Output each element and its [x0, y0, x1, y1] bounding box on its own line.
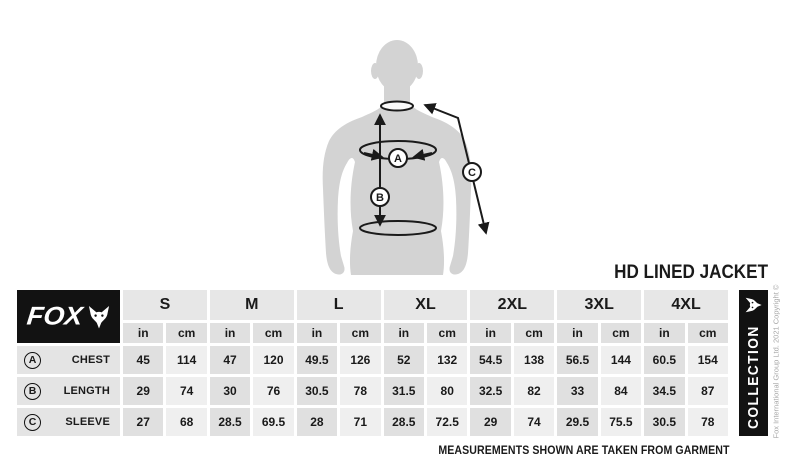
table-cell: 28.5 — [383, 408, 424, 436]
collection-label: COLLECTION — [745, 325, 762, 429]
row-label: CHEST — [71, 354, 110, 366]
table-cell: 120 — [253, 346, 294, 374]
table-cell: 74 — [513, 408, 555, 436]
table-cell: 82 — [513, 377, 555, 405]
table-cell: 76 — [253, 377, 294, 405]
row-label: LENGTH — [63, 385, 110, 397]
table-cell: 28 — [296, 408, 338, 436]
size-header-3xl: 3XL — [557, 290, 642, 320]
table-cell: 33 — [557, 377, 598, 405]
unit-header: cm — [426, 323, 468, 343]
table-cell: 30 — [209, 377, 251, 405]
table-cell: 74 — [166, 377, 207, 405]
table-cell: 29.5 — [557, 408, 598, 436]
unit-header: cm — [166, 323, 207, 343]
marker-badge-c: C — [24, 413, 41, 431]
table-cell: 29 — [470, 408, 511, 436]
row-header-length: B LENGTH — [17, 377, 120, 405]
table-cell: 60.5 — [644, 346, 685, 374]
unit-header: in — [123, 323, 164, 343]
table-cell: 56.5 — [557, 346, 598, 374]
table-cell: 47 — [209, 346, 251, 374]
collection-sidebar: COLLECTION — [739, 290, 768, 436]
fox-head-icon — [88, 305, 109, 328]
unit-header: cm — [513, 323, 555, 343]
mannequin-measurement-diagram: A B C — [322, 40, 490, 275]
unit-header: in — [296, 323, 338, 343]
chest-arrow-left — [363, 148, 384, 161]
table-cell: 29 — [123, 377, 164, 405]
table-cell: 69.5 — [253, 408, 294, 436]
table-cell: 78 — [687, 408, 728, 436]
brand-logo: FOX — [17, 290, 120, 343]
brand-wordmark: FOX — [25, 301, 85, 331]
marker-badge-a: A — [24, 351, 41, 369]
marker-badge-b: B — [24, 382, 41, 400]
diagram-markers: A B C — [370, 148, 482, 207]
unit-header: in — [644, 323, 685, 343]
table-cell: 126 — [340, 346, 381, 374]
table-cell: 30.5 — [296, 377, 338, 405]
page-title: HD LINED JACKET — [614, 262, 768, 283]
sleeve-arrow — [423, 103, 490, 235]
marker-b: B — [376, 192, 384, 204]
unit-header: in — [470, 323, 511, 343]
size-header-s: S — [123, 290, 207, 320]
unit-header: cm — [340, 323, 381, 343]
table-cell: 80 — [426, 377, 468, 405]
measurement-note: MEASUREMENTS SHOWN ARE TAKEN FROM GARMEN… — [438, 445, 730, 457]
table-cell: 144 — [600, 346, 642, 374]
table-cell: 71 — [340, 408, 381, 436]
neck-opening-ellipse — [380, 100, 414, 112]
row-header-sleeve: C SLEEVE — [17, 408, 120, 436]
fox-head-icon — [745, 297, 762, 313]
table-cell: 75.5 — [600, 408, 642, 436]
size-header-m: M — [209, 290, 294, 320]
size-header-l: L — [296, 290, 381, 320]
unit-header: cm — [600, 323, 642, 343]
table-cell: 138 — [513, 346, 555, 374]
marker-a: A — [394, 153, 402, 165]
size-table: FOX S M L XL 2XL 3XL 4XL in cm in cm in … — [17, 290, 728, 436]
size-header-2xl: 2XL — [470, 290, 555, 320]
table-cell: 30.5 — [644, 408, 685, 436]
marker-c: C — [468, 167, 476, 179]
table-cell: 78 — [340, 377, 381, 405]
table-cell: 68 — [166, 408, 207, 436]
unit-header: in — [557, 323, 598, 343]
table-cell: 28.5 — [209, 408, 251, 436]
copyright-text: Fox International Group Ltd. 2021 Copyri… — [771, 284, 781, 439]
table-cell: 52 — [383, 346, 424, 374]
table-cell: 31.5 — [383, 377, 424, 405]
collection-sidebar-content: COLLECTION — [739, 290, 768, 436]
unit-header: in — [383, 323, 424, 343]
table-cell: 34.5 — [644, 377, 685, 405]
size-header-xl: XL — [383, 290, 468, 320]
table-cell: 114 — [166, 346, 207, 374]
unit-header: cm — [687, 323, 728, 343]
table-cell: 84 — [600, 377, 642, 405]
unit-header: cm — [253, 323, 294, 343]
table-cell: 154 — [687, 346, 728, 374]
table-cell: 45 — [123, 346, 164, 374]
size-header-4xl: 4XL — [644, 290, 728, 320]
row-header-chest: A CHEST — [17, 346, 120, 374]
table-cell: 27 — [123, 408, 164, 436]
table-cell: 87 — [687, 377, 728, 405]
table-cell: 54.5 — [470, 346, 511, 374]
table-cell: 49.5 — [296, 346, 338, 374]
row-label: SLEEVE — [65, 416, 110, 428]
unit-header: in — [209, 323, 251, 343]
table-cell: 32.5 — [470, 377, 511, 405]
table-cell: 132 — [426, 346, 468, 374]
table-cell: 72.5 — [426, 408, 468, 436]
